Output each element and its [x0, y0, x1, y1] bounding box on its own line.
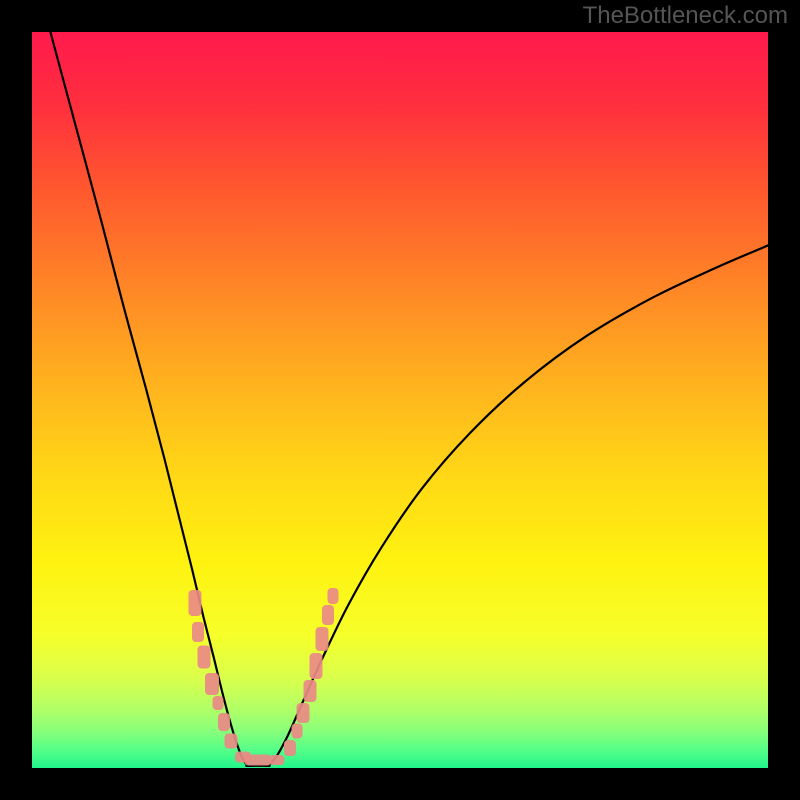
- data-marker: [284, 740, 296, 756]
- data-marker: [270, 755, 285, 765]
- data-marker: [297, 703, 310, 723]
- chart-stage: TheBottleneck.com: [0, 0, 800, 800]
- data-marker: [205, 673, 219, 695]
- data-marker: [189, 590, 202, 616]
- data-marker: [292, 724, 303, 739]
- data-marker: [213, 696, 224, 710]
- data-marker: [310, 653, 323, 679]
- data-marker: [304, 680, 317, 702]
- data-marker: [245, 755, 272, 766]
- data-marker: [192, 622, 204, 642]
- data-marker: [198, 646, 211, 669]
- data-marker: [225, 734, 238, 749]
- watermark-text: TheBottleneck.com: [583, 2, 788, 30]
- data-marker: [218, 713, 230, 731]
- data-marker: [322, 605, 334, 625]
- curve-layer: [32, 32, 768, 768]
- plot-area: [32, 32, 768, 768]
- data-marker: [328, 588, 339, 604]
- data-marker-group: [189, 588, 339, 766]
- bottleneck-curve: [50, 32, 768, 766]
- data-marker: [316, 627, 329, 651]
